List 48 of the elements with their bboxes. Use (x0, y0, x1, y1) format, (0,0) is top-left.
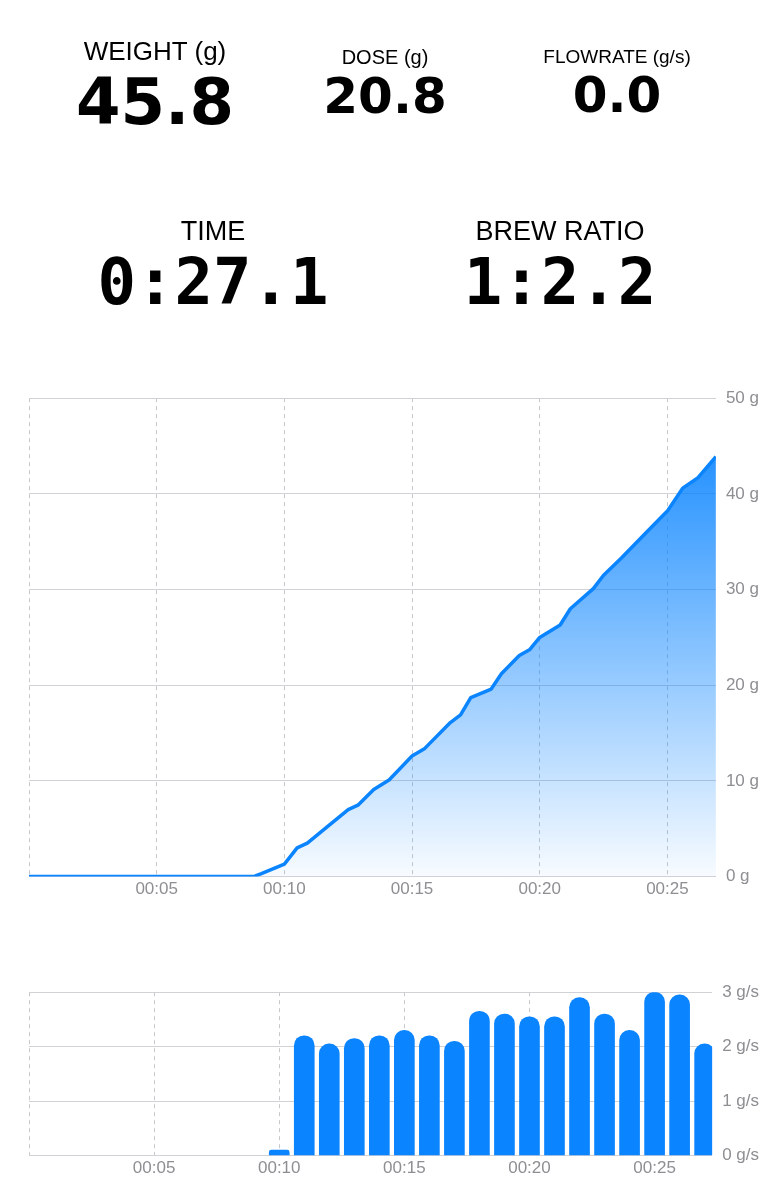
text: 45.8 (76, 65, 234, 139)
bar (369, 1035, 390, 1156)
bar (519, 1016, 540, 1156)
x-tick-label: 00:25 (646, 879, 689, 899)
bar (394, 1030, 415, 1156)
x-tick-label: 00:15 (390, 879, 434, 899)
x-tick-label: 00:20 (518, 879, 561, 899)
bar (619, 1030, 640, 1156)
bar (318, 1043, 340, 1156)
text: BREW RATIO (474, 216, 646, 247)
x-tick-label: 00:25 (633, 1158, 676, 1178)
x-tick-label: 00:05 (132, 1158, 176, 1178)
bar (268, 1149, 290, 1156)
y-tick-label: 30 g (725, 579, 760, 599)
y-tick-label: 0 g/s (722, 1145, 759, 1165)
bar (569, 997, 590, 1156)
y-tick-label: 50 g (725, 387, 760, 407)
y-tick-label: 0 g (725, 866, 750, 886)
y-tick-label: 20 g (725, 674, 760, 694)
text: TIME (179, 216, 247, 247)
y-tick-label: 10 g (725, 770, 760, 790)
bar (293, 1035, 315, 1156)
x-tick-label: 00:20 (508, 1158, 551, 1178)
text: 0:27.1 (97, 245, 329, 319)
bar (419, 1035, 440, 1156)
y-tick-label: 1 g/s (722, 1090, 759, 1110)
y-tick-label: 40 g (725, 483, 760, 503)
y-tick-label: 3 g/s (722, 981, 759, 1001)
y-tick-label: 2 g/s (722, 1036, 759, 1056)
x-tick-label: 00:10 (263, 879, 306, 899)
text: WEIGHT (g) (82, 36, 228, 67)
x-tick-label: 00:05 (135, 879, 178, 899)
text: DOSE (g) (340, 46, 430, 69)
x-tick-label: 00:15 (383, 1158, 426, 1178)
text: 1:2.2 (463, 245, 657, 319)
bar (544, 1016, 565, 1156)
bar (694, 1043, 713, 1156)
bar (669, 994, 690, 1156)
bar (444, 1040, 465, 1156)
bar (494, 1013, 515, 1156)
text: 20.8 (323, 67, 447, 125)
bar (644, 992, 665, 1156)
bar (594, 1013, 615, 1156)
bar (469, 1010, 490, 1156)
x-tick-label: 00:10 (257, 1158, 301, 1178)
bar (343, 1038, 365, 1156)
text: FLOWRATE (g/s) (543, 46, 691, 68)
text: 0.0 (571, 66, 662, 124)
